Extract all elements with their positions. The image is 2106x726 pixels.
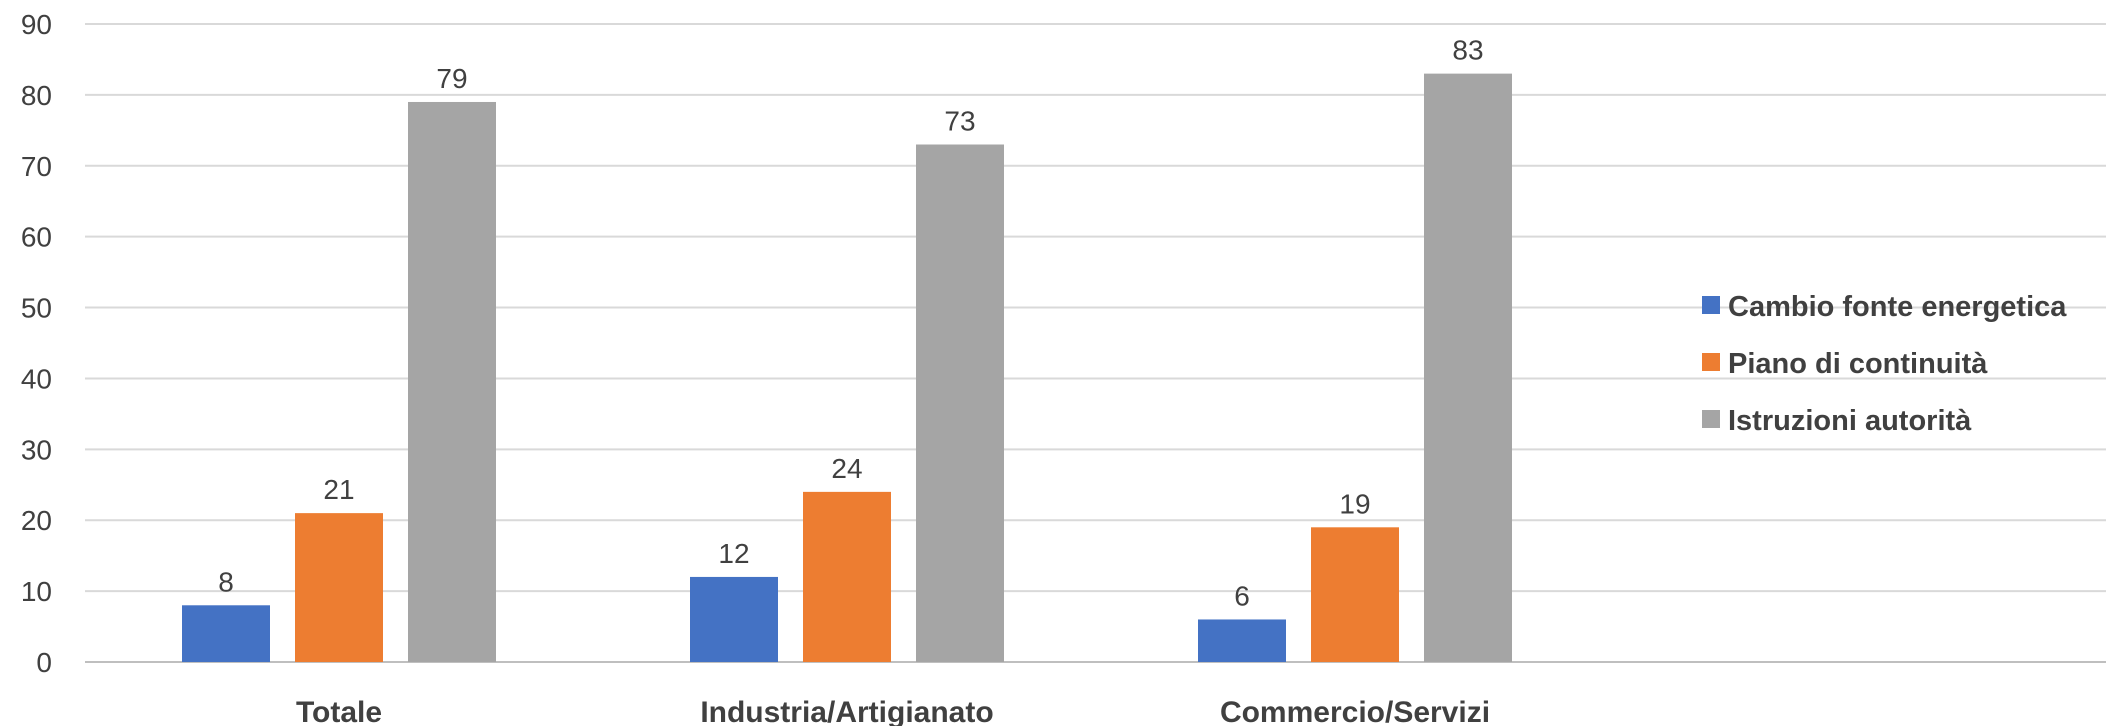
y-tick-label: 40 — [21, 363, 52, 394]
y-axis: 0 10 20 30 40 50 60 70 80 90 — [21, 9, 52, 678]
y-tick-label: 70 — [21, 151, 52, 182]
legend-swatch — [1702, 410, 1720, 428]
bar — [1311, 527, 1399, 662]
y-tick-label: 0 — [36, 647, 52, 678]
data-label: 6 — [1234, 580, 1250, 611]
bar — [690, 576, 778, 662]
bar — [1198, 619, 1286, 662]
x-axis: Totale Industria/Artigianato Commercio/Ser… — [296, 696, 1490, 726]
data-label: 79 — [436, 63, 467, 94]
bar — [1424, 73, 1512, 663]
data-label: 19 — [1339, 488, 1370, 519]
legend-label: Piano di continuità — [1728, 348, 1988, 380]
gridlines — [85, 23, 2106, 663]
y-tick-label: 80 — [21, 80, 52, 111]
y-tick-label: 50 — [21, 293, 52, 324]
y-tick-label: 60 — [21, 222, 52, 253]
y-tick-label: 20 — [21, 505, 52, 536]
bar — [803, 491, 891, 662]
data-label: 73 — [944, 106, 975, 137]
bar — [182, 605, 270, 662]
y-tick-label: 30 — [21, 434, 52, 465]
bars — [182, 73, 1512, 663]
bar — [295, 513, 383, 662]
legend: Cambio fonte energetica Piano di continui… — [1702, 291, 2067, 437]
x-category-label: Industria/Artigianato — [700, 696, 993, 726]
data-label: 8 — [218, 566, 234, 597]
bar — [916, 144, 1004, 662]
data-label: 21 — [323, 474, 354, 505]
legend-label: Cambio fonte energetica — [1728, 291, 2067, 323]
legend-swatch — [1702, 353, 1720, 371]
data-labels: 8 21 79 12 24 73 6 19 83 — [218, 35, 1483, 612]
legend-label: Istruzioni autorità — [1728, 405, 1972, 437]
data-label: 83 — [1452, 35, 1483, 66]
x-category-label: Commercio/Servizi — [1220, 696, 1490, 726]
bar — [408, 101, 496, 662]
legend-swatch — [1702, 296, 1720, 314]
y-tick-label: 10 — [21, 576, 52, 607]
data-label: 24 — [831, 453, 862, 484]
x-category-label: Totale — [296, 696, 382, 726]
y-tick-label: 90 — [21, 9, 52, 40]
data-label: 12 — [718, 538, 749, 569]
